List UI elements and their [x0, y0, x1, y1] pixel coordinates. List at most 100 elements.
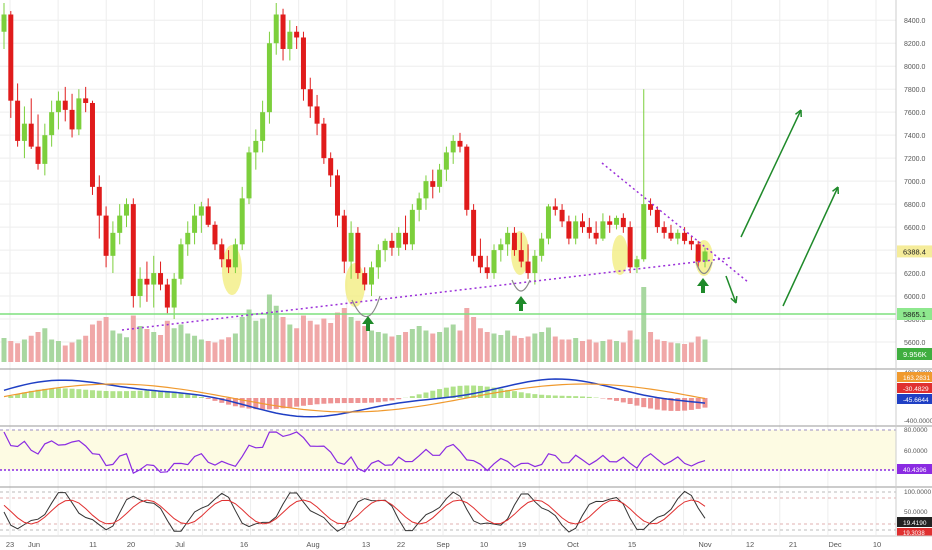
macd-histogram-bar	[83, 389, 89, 398]
stoch-tick-label: 50.0000	[904, 509, 928, 516]
macd-histogram-bar	[55, 388, 61, 398]
price-tick-label: 6600.0	[904, 225, 926, 232]
volume-bar	[219, 339, 225, 362]
support-price-label: 5865.1	[903, 310, 926, 319]
candle-body	[661, 227, 667, 233]
macd-histogram-bar	[253, 398, 259, 410]
candle-body	[137, 278, 143, 297]
volume-bar	[178, 324, 184, 362]
candle-body	[382, 240, 388, 251]
candle-body	[396, 232, 402, 248]
macd-histogram-bar	[144, 390, 150, 398]
macd-histogram-bar	[42, 388, 48, 398]
macd-histogram-bar	[375, 398, 381, 403]
macd-histogram-bar	[273, 398, 279, 409]
volume-bar	[21, 339, 27, 362]
candle-body	[464, 146, 470, 210]
arrow-head-icon	[832, 186, 840, 195]
volume-bar	[198, 339, 204, 362]
descending-trendline	[601, 162, 749, 283]
volume-bar	[348, 317, 354, 362]
candle-body	[484, 267, 490, 274]
candle-body	[477, 255, 483, 268]
candle-body	[83, 98, 89, 103]
rsi-value-label: 40.4396	[903, 467, 927, 474]
volume-bar	[266, 294, 272, 362]
macd-histogram-bar	[355, 398, 361, 403]
highlight-ellipse	[612, 235, 628, 275]
volume-bar	[28, 335, 34, 362]
candle-body	[403, 232, 409, 245]
macd-histogram-bar	[648, 398, 654, 409]
candle-body	[682, 232, 688, 241]
macd-histogram-bar	[382, 398, 388, 402]
candle-body	[362, 273, 368, 285]
candle-body	[437, 169, 443, 187]
candle-body	[42, 135, 48, 164]
macd-histogram-bar	[505, 389, 511, 398]
macd-histogram-bar	[205, 398, 211, 399]
candle-body	[579, 221, 585, 228]
volume-bar	[661, 341, 667, 362]
price-tick-label: 8000.0	[904, 64, 926, 71]
stoch-k-value-tag	[897, 517, 932, 527]
macd-histogram-bar	[21, 392, 27, 398]
candle-body	[49, 112, 55, 136]
volume-bar	[239, 317, 245, 362]
volume-bar	[382, 333, 388, 362]
volume-bars	[1, 287, 708, 362]
volume-bar	[42, 328, 48, 362]
last-price-label: 6388.4	[903, 247, 926, 256]
candle-body	[300, 37, 306, 90]
volume-bar	[355, 320, 361, 362]
macd-histogram-bar	[627, 398, 633, 404]
macd-histogram-bar	[525, 393, 531, 398]
macd-histogram-bar	[124, 391, 130, 398]
volume-bar	[334, 312, 340, 362]
macd-histogram-bar	[151, 390, 157, 398]
volume-bar	[573, 338, 579, 362]
volume-bar	[375, 332, 381, 362]
volume-bar	[423, 330, 429, 362]
volume-bar	[539, 332, 545, 362]
macd-histogram-bar	[566, 395, 572, 398]
volume-bar	[137, 326, 143, 362]
volume-bar	[443, 327, 449, 362]
candle-body	[518, 250, 524, 262]
rsi-band	[0, 430, 896, 470]
candle-body	[198, 206, 204, 216]
time-tick-label: Jul	[175, 540, 185, 549]
macd-histogram-bar	[198, 397, 204, 398]
candle-body	[232, 244, 238, 268]
macd-histogram-bar	[35, 389, 41, 398]
up-arrow-icon	[697, 278, 709, 293]
volume-bar	[641, 287, 647, 362]
volume-bar	[369, 330, 375, 362]
volume-bar	[654, 339, 660, 362]
macd-histogram-bar	[314, 398, 320, 405]
time-tick-label: 13	[362, 540, 370, 549]
volume-bar	[559, 339, 565, 362]
macd-histogram-bar	[695, 398, 701, 409]
time-tick-label: 20	[127, 540, 135, 549]
macd-histogram-bar	[498, 388, 504, 398]
macd-histogram-bar	[348, 398, 354, 404]
volume-bar	[260, 318, 266, 362]
indicator-panes: 400.0000-400.0000163.2831-30.4829-45.664…	[0, 368, 932, 537]
candle-body	[450, 140, 456, 153]
candles	[1, 3, 708, 320]
macd-histogram-bar	[158, 390, 164, 398]
price-axis: 8400.0 8200.0 8000.0 7800.0 7600.0 7400.0 7200…	[895, 0, 932, 535]
candle-body	[695, 244, 701, 262]
projection-arrow	[740, 109, 802, 238]
candle-body	[21, 123, 27, 141]
macd-histogram-bar	[450, 386, 456, 398]
candle-body	[307, 89, 313, 107]
candle-body	[185, 232, 191, 245]
time-tick-label: Sep	[436, 540, 449, 549]
macd-histogram-bar	[89, 390, 95, 398]
volume-bar	[627, 330, 633, 362]
candle-body	[103, 215, 109, 256]
candle-body	[144, 278, 150, 285]
macd-histogram-bar	[266, 398, 272, 410]
